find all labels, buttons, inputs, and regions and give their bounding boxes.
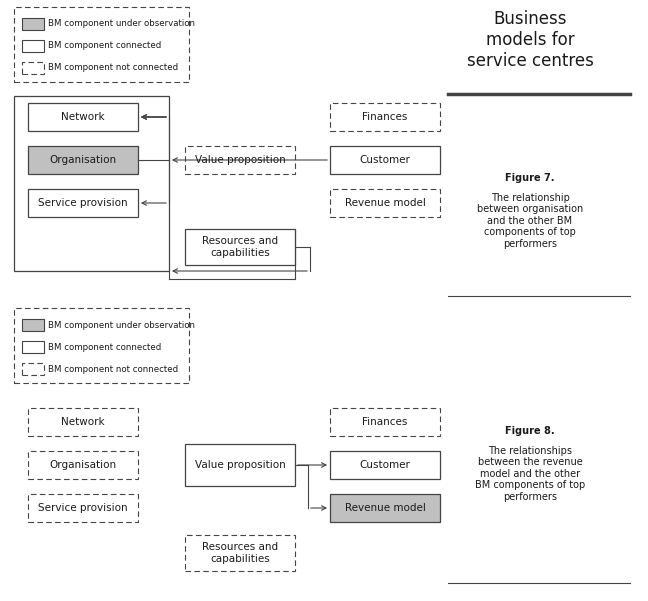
Text: Service provision: Service provision xyxy=(38,198,128,208)
Text: BM component under observation: BM component under observation xyxy=(48,19,195,28)
Text: Revenue model: Revenue model xyxy=(345,503,426,513)
Text: Figure 8.: Figure 8. xyxy=(505,426,555,436)
Bar xyxy=(14,96,169,271)
Bar xyxy=(330,103,440,131)
Bar xyxy=(22,62,44,74)
Text: Value proposition: Value proposition xyxy=(194,460,285,470)
Text: Resources and
capabilities: Resources and capabilities xyxy=(202,542,278,564)
Text: The relationships
between the revenue
model and the other
BM components of top
p: The relationships between the revenue mo… xyxy=(475,434,585,502)
Bar xyxy=(28,494,138,522)
Text: Revenue model: Revenue model xyxy=(345,198,426,208)
Text: Organisation: Organisation xyxy=(49,155,117,165)
Bar xyxy=(14,7,189,82)
Bar xyxy=(330,408,440,436)
Text: BM component not connected: BM component not connected xyxy=(48,64,178,73)
Text: Business
models for
service centres: Business models for service centres xyxy=(467,10,594,70)
Bar xyxy=(330,451,440,479)
Text: Finances: Finances xyxy=(362,112,408,122)
Bar xyxy=(22,40,44,52)
Bar xyxy=(28,451,138,479)
Text: Figure 7.: Figure 7. xyxy=(505,173,555,183)
Text: The relationship
between organisation
and the other BM
components of top
perform: The relationship between organisation an… xyxy=(477,181,583,249)
Bar xyxy=(14,308,189,383)
Bar xyxy=(22,363,44,375)
Text: Resources and
capabilities: Resources and capabilities xyxy=(202,236,278,258)
Text: Network: Network xyxy=(61,112,105,122)
Bar xyxy=(185,229,295,265)
Text: BM component under observation: BM component under observation xyxy=(48,320,195,329)
Bar xyxy=(330,494,440,522)
Bar xyxy=(28,146,138,174)
Bar xyxy=(330,189,440,217)
Text: Customer: Customer xyxy=(360,460,410,470)
Text: BM component not connected: BM component not connected xyxy=(48,364,178,373)
Text: BM component connected: BM component connected xyxy=(48,343,161,352)
Text: BM component connected: BM component connected xyxy=(48,41,161,50)
Bar xyxy=(22,319,44,331)
Text: Network: Network xyxy=(61,417,105,427)
Bar xyxy=(28,189,138,217)
Text: Customer: Customer xyxy=(360,155,410,165)
Bar xyxy=(22,341,44,353)
Bar xyxy=(22,18,44,30)
Text: Service provision: Service provision xyxy=(38,503,128,513)
Bar xyxy=(330,146,440,174)
Text: Organisation: Organisation xyxy=(49,460,117,470)
Bar xyxy=(185,444,295,486)
Bar xyxy=(185,146,295,174)
Bar xyxy=(185,535,295,571)
Bar xyxy=(28,103,138,131)
Bar xyxy=(28,408,138,436)
Text: Value proposition: Value proposition xyxy=(194,155,285,165)
Text: Finances: Finances xyxy=(362,417,408,427)
